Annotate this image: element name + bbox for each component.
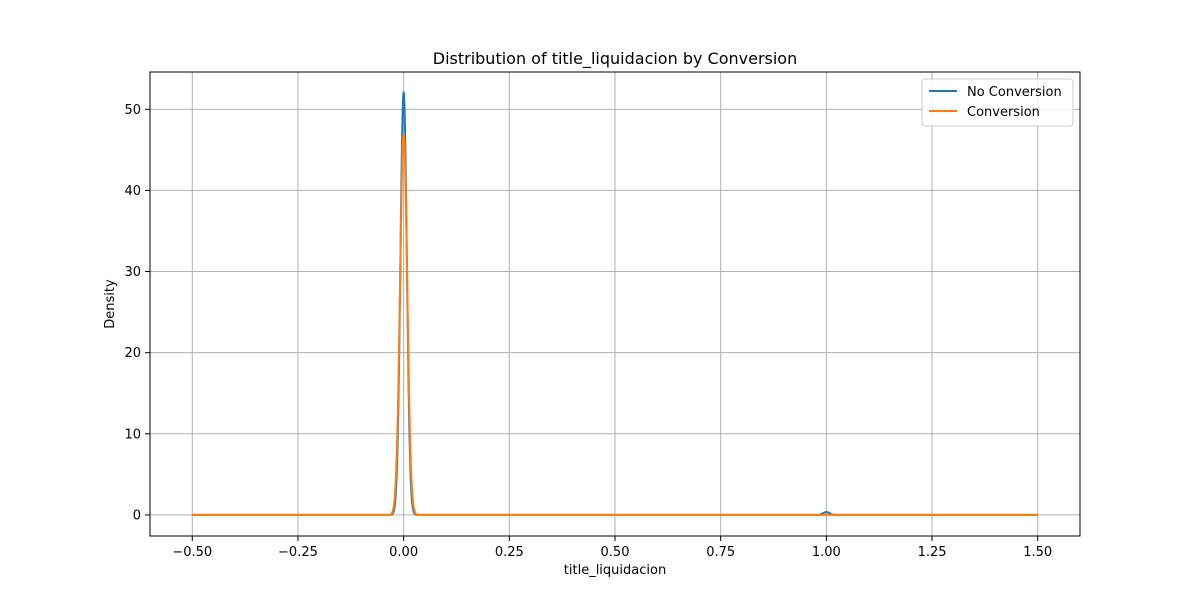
- y-axis-label: Density: [103, 279, 118, 329]
- x-tick-label: 0.50: [601, 545, 630, 560]
- x-tick-label: 1.00: [812, 545, 841, 560]
- x-tick-label: −0.25: [278, 545, 318, 560]
- x-tick-label: 0.00: [389, 545, 418, 560]
- y-tick-label: 20: [124, 346, 141, 361]
- legend-label-no-conversion: No Conversion: [967, 85, 1062, 100]
- x-tick-label: 1.50: [1023, 545, 1052, 560]
- x-axis: −0.50 −0.25 0.00 0.25 0.50 0.75 1.00 1.25 1.50: [172, 536, 1052, 560]
- y-axis: 0 10 20 30 40 50: [124, 103, 150, 523]
- legend-label-conversion: Conversion: [967, 105, 1040, 120]
- y-tick-label: 40: [124, 184, 141, 199]
- y-tick-label: 30: [124, 265, 141, 280]
- legend-box: [921, 78, 1074, 127]
- legend: No Conversion Conversion: [921, 78, 1074, 127]
- x-tick-label: 0.25: [495, 545, 524, 560]
- y-tick-label: 10: [124, 427, 141, 442]
- x-axis-label: title_liquidacion: [564, 563, 666, 578]
- x-tick-label: 0.75: [706, 545, 735, 560]
- series-layer: [191, 91, 1039, 516]
- y-tick-label: 0: [133, 508, 141, 523]
- series-line-conversion: [191, 133, 1039, 516]
- chart-title: Distribution of title_liquidacion by Con…: [433, 49, 797, 69]
- x-tick-label: −0.50: [172, 545, 212, 560]
- y-tick-label: 50: [124, 103, 141, 118]
- x-tick-label: 1.25: [918, 545, 947, 560]
